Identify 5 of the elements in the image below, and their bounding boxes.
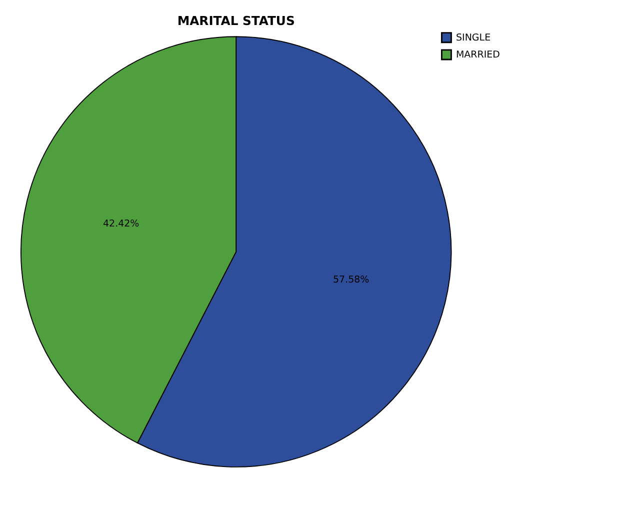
- data-label: 42.42%: [102, 218, 140, 230]
- chart-title: MARITAL STATUS: [177, 14, 295, 28]
- legend-label: MARRIED: [456, 50, 500, 61]
- data-label: 57.58%: [332, 274, 370, 286]
- legend-label: SINGLE: [456, 32, 491, 44]
